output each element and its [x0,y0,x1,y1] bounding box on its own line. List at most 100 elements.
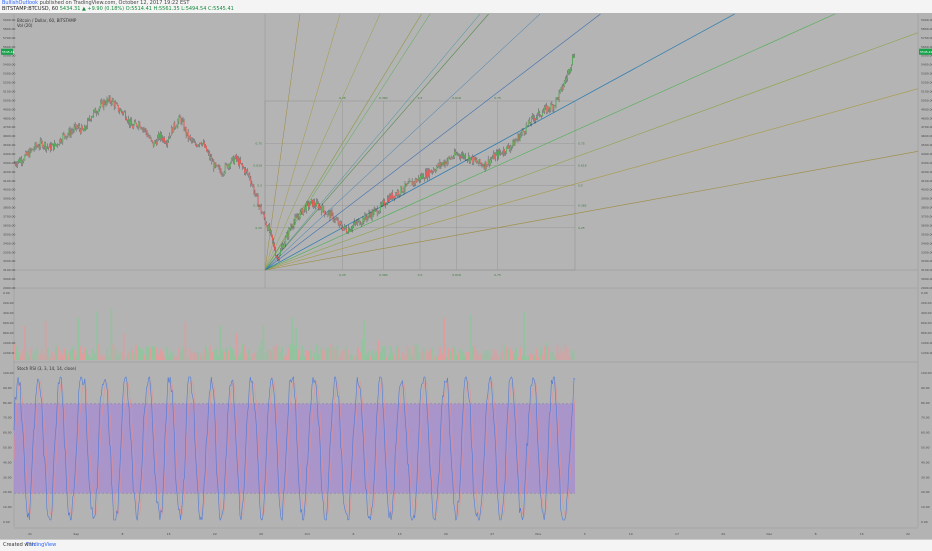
candle [456,153,458,155]
candle [318,203,320,209]
volume-bar [400,357,402,360]
volume-label: Vol (20) [17,23,33,28]
candle [414,179,416,184]
volume-bar [414,344,417,360]
volume-bar [38,354,41,360]
volume-bar [533,355,536,360]
candle [547,106,549,113]
volume-bar [515,347,518,360]
candle [519,135,521,141]
candle [402,191,404,193]
candle [452,157,454,159]
candle [282,245,284,248]
volume-bar [268,350,271,360]
volume-bar [429,348,431,360]
candle [432,171,434,172]
volume-bar [129,351,131,360]
price-tick-left: 4100.00 [3,179,15,183]
publish-info: BullishOutlook published on TradingView.… [2,0,189,6]
candle [66,135,68,138]
candle [220,170,222,175]
candle [124,112,125,113]
candle [349,228,350,232]
candle [363,217,365,222]
candle [288,228,290,237]
candle [56,144,58,146]
candle [398,191,400,195]
candle [98,109,100,113]
candle [41,141,43,148]
candle [78,126,80,130]
volume-bar [258,345,261,360]
candle [244,168,246,173]
candle [31,149,33,151]
candle [24,155,26,161]
candle [331,211,333,214]
volume-bar [186,357,189,360]
candle [423,174,424,179]
candle [144,129,146,130]
volume-bar [174,356,176,360]
volume-bar [237,356,240,360]
candle [548,106,550,110]
candle [500,152,501,154]
candle [50,144,51,150]
fib-label-right: 0.25 [578,226,585,230]
candle [369,213,371,215]
candle [187,131,189,139]
candle [510,147,512,150]
volume-bar [248,349,250,360]
candle [465,155,466,160]
volume-bar [108,356,111,360]
price-tick-left: 3500.00 [3,232,15,236]
volume-bar [550,351,552,360]
candle [434,169,436,171]
candle [14,162,15,164]
candle [460,156,461,158]
time-tick: 3 [584,532,586,536]
volume-bar [215,348,218,360]
candle [352,225,353,230]
volume-bar [203,350,205,360]
candle [378,210,380,214]
volume-bar [57,346,59,360]
candle [538,111,539,114]
price-tick-right: 3800.00 [921,206,932,210]
candle [335,218,337,220]
candle [182,120,184,122]
volume-bar [168,355,170,360]
volume-bar [184,322,187,360]
volume-bar [484,350,487,360]
volume-bar [225,348,228,360]
volume-tick: 800.00 [3,331,14,335]
volume-bar [464,354,466,360]
candle [390,195,391,199]
candle [372,210,374,215]
candle [455,153,457,155]
candle [23,160,25,162]
candle [204,142,206,148]
candle [258,205,260,207]
candle [374,208,376,210]
volume-bar [546,342,548,360]
stoch-tick-right: 80.00 [921,401,930,405]
author-link[interactable]: BullishOutlook [2,0,39,6]
candle [557,97,559,100]
candle [450,157,452,160]
tradingview-brand[interactable]: TradingView [26,542,57,548]
candle [573,56,574,58]
gann-fan-line [264,13,431,271]
candle [420,176,422,179]
candle [295,216,297,218]
candle [178,116,180,122]
candle [143,128,145,130]
candle [387,198,388,204]
candle [163,137,164,141]
candle [518,135,520,141]
candle [540,115,541,117]
publish-date: published on TradingView.com, October 12… [39,0,190,6]
candle [373,209,375,215]
volume-bar [277,346,279,360]
volume-bar [244,345,246,360]
